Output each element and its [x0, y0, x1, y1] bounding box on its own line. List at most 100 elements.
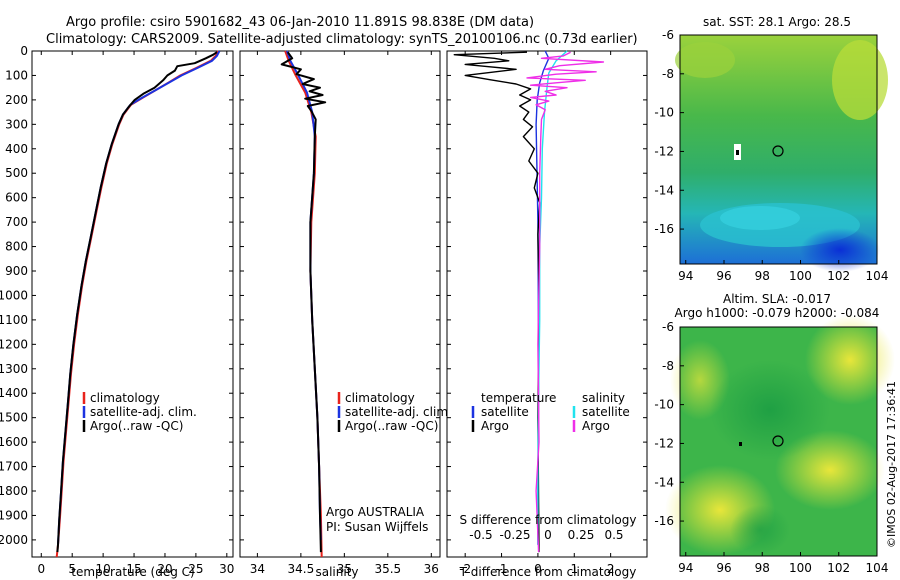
difference-xlabel: T difference from climatology [459, 565, 637, 579]
map-x-tick-label: 94 [678, 269, 693, 283]
sst-map-ticks: 94 96 98 100 102 104 -6 -8 -10 -12 -14 -16 [654, 28, 888, 283]
difference-lines [453, 50, 605, 553]
temperature-panel: 0 5 10 15 20 25 300100200300400500600700800900… [0, 44, 234, 579]
sla-low-patch [730, 505, 790, 555]
difference-panel: -2 -1 0 1 2 T difference from climatology S … [446, 50, 648, 579]
s-tick-labels: -0.5 -0.25 0 0.25 0.5 [469, 528, 623, 542]
sla-high-patch [805, 315, 895, 405]
y-tick-label: 200 [5, 93, 28, 107]
sla-low-patch [710, 360, 830, 460]
sla-map-frame [679, 326, 878, 557]
map-x-tick-label: 100 [789, 561, 812, 575]
map-y-tick-label: -6 [662, 28, 674, 42]
map-y-tick-label: -12 [654, 144, 674, 158]
series-line-argo-raw-qc [280, 51, 327, 553]
sst-cool-band [720, 206, 800, 230]
series-line-t-argo [453, 51, 541, 553]
series-line-argo-raw-qc [56, 51, 218, 553]
s-tick-label: 0 [544, 528, 552, 542]
y-tick-label: 1400 [0, 386, 28, 400]
map-y-tick-label: -8 [662, 359, 674, 373]
map-y-tick-label: -10 [654, 106, 674, 120]
s-tick-label: -0.5 [469, 528, 492, 542]
temperature-legend: climatology satellite-adj. clim. Argo(..… [82, 391, 197, 433]
x-tick-label: 35.5 [374, 562, 401, 576]
sst-cold-core [800, 228, 880, 272]
series-line-s-argo [526, 51, 605, 553]
sla-map-ticks: 94 96 98 100 102 104 -6 -8 -10 -12 -14 -16 [654, 320, 888, 575]
y-tick-label: 1700 [0, 460, 28, 474]
sst-warm-patch [675, 42, 735, 78]
map-y-tick-label: -14 [654, 183, 674, 197]
temperature-lines [55, 50, 221, 558]
y-tick-label: 500 [5, 166, 28, 180]
sst-map-frame [679, 34, 878, 265]
temperature-ticks: 0 5 10 15 20 25 300100200300400500600700800900… [0, 44, 234, 576]
x-tick-label: 36 [424, 562, 439, 576]
x-tick-label: 0 [534, 562, 542, 576]
map-x-tick-label: 100 [789, 269, 812, 283]
x-tick-label: -1 [496, 562, 508, 576]
header-line-2: Climatology: CARS2009. Satellite-adjuste… [46, 32, 638, 47]
y-tick-label: 1600 [0, 435, 28, 449]
legend-label-climatology: climatology [90, 391, 160, 405]
map-x-tick-label: 96 [716, 561, 731, 575]
map-y-tick-label: -10 [654, 398, 674, 412]
legend-label-t-satellite: satellite [481, 405, 529, 419]
legend-header-salinity: salinity [582, 391, 625, 405]
header-line-1: Argo profile: csiro 5901682_43 06-Jan-20… [66, 15, 534, 30]
map-y-tick-label: -14 [654, 475, 674, 489]
map-x-tick-label: 104 [866, 561, 889, 575]
sla-map-title-2: Argo h1000: -0.079 h2000: -0.084 [675, 306, 880, 320]
s-difference-label: S difference from climatology [460, 513, 637, 527]
x-tick-label: 34.5 [288, 562, 315, 576]
salinity-legend: climatology satellite-adj. clim. Argo(..… [337, 391, 452, 433]
sst-map-panel: sat. SST: 28.1 Argo: 28.5 94 96 98 100 102 10… [654, 15, 888, 283]
map-x-tick-label: 98 [755, 269, 770, 283]
y-tick-label: 1100 [0, 313, 28, 327]
y-tick-label: 600 [5, 191, 28, 205]
legend-label-t-argo: Argo [481, 419, 509, 433]
x-tick-label: 20 [157, 562, 172, 576]
argo-position-marker [739, 442, 742, 446]
map-x-tick-label: 102 [827, 561, 850, 575]
map-x-tick-label: 102 [827, 269, 850, 283]
salinity-xlabel: salinity [315, 565, 358, 579]
temperature-axes-box [31, 50, 234, 558]
y-tick-label: 800 [5, 240, 28, 254]
s-tick-label: 0.25 [568, 528, 595, 542]
y-tick-label: 1300 [0, 362, 28, 376]
x-tick-label: 34 [250, 562, 265, 576]
y-tick-label: 100 [5, 68, 28, 82]
map-x-tick-label: 104 [866, 269, 889, 283]
map-x-tick-label: 96 [716, 269, 731, 283]
salinity-panel: 34 34.5 35 35.5 36 salinity climatology sate… [239, 50, 452, 579]
sla-map-panel: Altim. SLA: -0.017 Argo h1000: -0.079 h2… [654, 292, 895, 575]
y-tick-label: 0 [20, 44, 28, 58]
difference-ticks: -2 -1 0 1 2 [447, 50, 647, 576]
float-owner-annotation: Argo AUSTRALIA [326, 505, 425, 519]
salinity-ticks: 34 34.5 35 35.5 36 [240, 50, 440, 576]
argo-position-marker [736, 150, 739, 155]
profile-location-circle [772, 145, 784, 157]
float-pi-annotation: PI: Susan Wijffels [326, 520, 428, 534]
map-y-tick-label: -12 [654, 436, 674, 450]
y-tick-label: 2000 [0, 533, 28, 547]
difference-legend: temperature salinity satellite Argo sate… [471, 391, 630, 433]
y-tick-label: 1200 [0, 337, 28, 351]
legend-label-satellite: satellite-adj. clim. [345, 405, 452, 419]
legend-label-s-argo: Argo [582, 419, 610, 433]
map-x-tick-label: 98 [755, 561, 770, 575]
legend-label-climatology: climatology [345, 391, 415, 405]
sla-map-title-1: Altim. SLA: -0.017 [723, 292, 831, 306]
x-tick-label: 10 [95, 562, 110, 576]
x-tick-label: 35 [337, 562, 352, 576]
x-tick-label: 1 [570, 562, 578, 576]
legend-label-argo: Argo(..raw -QC) [345, 419, 438, 433]
y-tick-label: 1000 [0, 288, 28, 302]
legend-label-argo: Argo(..raw -QC) [90, 419, 183, 433]
legend-label-satellite: satellite-adj. clim. [90, 405, 197, 419]
x-tick-label: 5 [68, 562, 76, 576]
map-y-tick-label: -6 [662, 320, 674, 334]
